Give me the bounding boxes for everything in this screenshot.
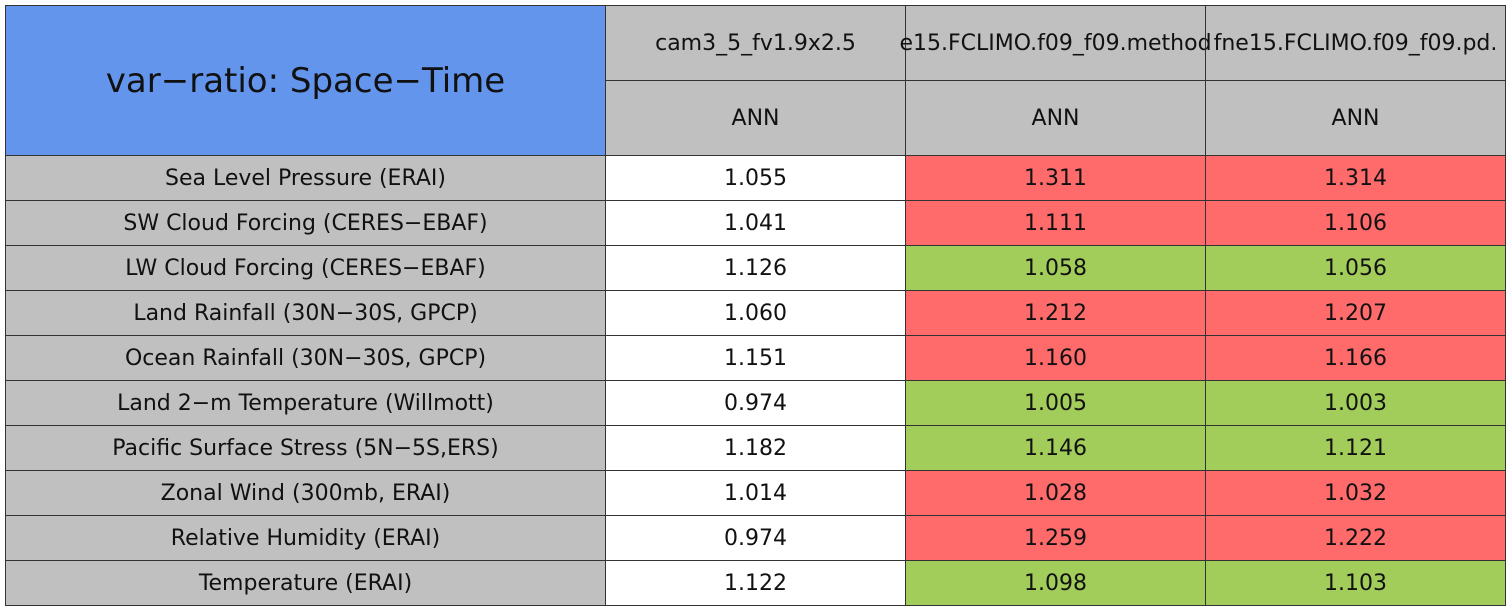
- row-label-text: SW Cloud Forcing (CERES−EBAF): [123, 210, 488, 236]
- value-cell: 1.032: [1205, 470, 1506, 516]
- title-cell-text: var−ratio: Space−Time: [105, 60, 506, 101]
- value-cell: 1.122: [605, 560, 906, 606]
- value-cell-text: 1.005: [1024, 390, 1087, 416]
- value-cell-text: 1.103: [1324, 570, 1387, 596]
- column-name: fne15.FCLIMO.f09_f09.pd.: [1205, 5, 1506, 81]
- value-cell-text: 1.222: [1324, 525, 1387, 551]
- value-cell: 1.314: [1205, 155, 1506, 201]
- value-cell: 1.259: [905, 515, 1206, 561]
- title-cell: var−ratio: Space−Time: [5, 5, 606, 156]
- value-cell-text: 1.182: [724, 435, 787, 461]
- column-name-text: e15.FCLIMO.f09_f09.method: [899, 30, 1212, 56]
- column-period-text: ANN: [1331, 105, 1380, 131]
- row-label-text: Pacific Surface Stress (5N−5S,ERS): [112, 435, 499, 461]
- value-cell: 1.146: [905, 425, 1206, 471]
- value-cell: 1.041: [605, 200, 906, 246]
- row-label: LW Cloud Forcing (CERES−EBAF): [5, 245, 606, 291]
- value-cell: 1.182: [605, 425, 906, 471]
- column-period-text: ANN: [1031, 105, 1080, 131]
- value-cell-text: 1.106: [1324, 210, 1387, 236]
- value-cell-text: 0.974: [724, 390, 787, 416]
- value-cell-text: 1.056: [1324, 255, 1387, 281]
- column-period: ANN: [1205, 80, 1506, 156]
- value-cell: 1.028: [905, 470, 1206, 516]
- value-cell-text: 1.060: [724, 300, 787, 326]
- value-cell: 1.060: [605, 290, 906, 336]
- value-cell-text: 1.111: [1024, 210, 1087, 236]
- row-label-text: LW Cloud Forcing (CERES−EBAF): [125, 255, 486, 281]
- value-cell: 1.212: [905, 290, 1206, 336]
- row-label: Temperature (ERAI): [5, 560, 606, 606]
- value-cell-text: 1.166: [1324, 345, 1387, 371]
- value-cell-text: 1.055: [724, 165, 787, 191]
- row-label-text: Zonal Wind (300mb, ERAI): [160, 480, 451, 506]
- value-cell: 1.003: [1205, 380, 1506, 426]
- value-cell-text: 1.212: [1024, 300, 1087, 326]
- row-label-text: Temperature (ERAI): [198, 570, 413, 596]
- value-cell: 1.121: [1205, 425, 1506, 471]
- row-label: Land Rainfall (30N−30S, GPCP): [5, 290, 606, 336]
- value-cell: 1.103: [1205, 560, 1506, 606]
- row-label-text: Ocean Rainfall (30N−30S, GPCP): [124, 345, 487, 371]
- value-cell-text: 1.160: [1024, 345, 1087, 371]
- value-cell: 1.166: [1205, 335, 1506, 381]
- row-label-text: Sea Level Pressure (ERAI): [165, 165, 446, 191]
- value-cell: 1.098: [905, 560, 1206, 606]
- column-name: cam3_5_fv1.9x2.5: [605, 5, 906, 81]
- column-period-text: ANN: [731, 105, 780, 131]
- column-name-text: cam3_5_fv1.9x2.5: [655, 30, 856, 56]
- value-cell-text: 1.003: [1324, 390, 1387, 416]
- value-cell-text: 1.151: [724, 345, 787, 371]
- value-cell: 0.974: [605, 380, 906, 426]
- value-cell: 0.974: [605, 515, 906, 561]
- row-label-text: Relative Humidity (ERAI): [170, 525, 441, 551]
- row-label-text: Land 2−m Temperature (Willmott): [117, 390, 494, 416]
- row-label: Sea Level Pressure (ERAI): [5, 155, 606, 201]
- value-cell: 1.005: [905, 380, 1206, 426]
- value-cell-text: 1.314: [1324, 165, 1387, 191]
- row-label: Ocean Rainfall (30N−30S, GPCP): [5, 335, 606, 381]
- column-name-text: fne15.FCLIMO.f09_f09.pd.: [1213, 30, 1498, 56]
- row-label: SW Cloud Forcing (CERES−EBAF): [5, 200, 606, 246]
- value-cell: 1.207: [1205, 290, 1506, 336]
- value-cell: 1.111: [905, 200, 1206, 246]
- value-cell: 1.014: [605, 470, 906, 516]
- row-label: Zonal Wind (300mb, ERAI): [5, 470, 606, 516]
- row-label: Relative Humidity (ERAI): [5, 515, 606, 561]
- value-cell: 1.222: [1205, 515, 1506, 561]
- value-cell-text: 1.028: [1024, 480, 1087, 506]
- value-cell: 1.160: [905, 335, 1206, 381]
- value-cell-text: 1.311: [1024, 165, 1087, 191]
- value-cell-text: 1.259: [1024, 525, 1087, 551]
- value-cell-text: 1.121: [1324, 435, 1387, 461]
- value-cell-text: 1.126: [724, 255, 787, 281]
- row-label: Land 2−m Temperature (Willmott): [5, 380, 606, 426]
- value-cell: 1.311: [905, 155, 1206, 201]
- value-cell: 1.151: [605, 335, 906, 381]
- value-cell-text: 1.098: [1024, 570, 1087, 596]
- value-cell: 1.106: [1205, 200, 1506, 246]
- value-cell-text: 1.032: [1324, 480, 1387, 506]
- value-cell: 1.056: [1205, 245, 1506, 291]
- value-cell: 1.055: [605, 155, 906, 201]
- header-background: [605, 5, 1505, 80]
- value-cell: 1.058: [905, 245, 1206, 291]
- column-period: ANN: [905, 80, 1206, 156]
- column-name: e15.FCLIMO.f09_f09.method: [899, 5, 1212, 81]
- value-cell-text: 1.014: [724, 480, 787, 506]
- value-cell-text: 1.122: [724, 570, 787, 596]
- value-cell: 1.126: [605, 245, 906, 291]
- value-cell-text: 0.974: [724, 525, 787, 551]
- column-period: ANN: [605, 80, 906, 156]
- value-cell-text: 1.146: [1024, 435, 1087, 461]
- value-cell-text: 1.207: [1324, 300, 1387, 326]
- value-cell-text: 1.058: [1024, 255, 1087, 281]
- row-label: Pacific Surface Stress (5N−5S,ERS): [5, 425, 606, 471]
- value-cell-text: 1.041: [724, 210, 787, 236]
- row-label-text: Land Rainfall (30N−30S, GPCP): [133, 300, 478, 326]
